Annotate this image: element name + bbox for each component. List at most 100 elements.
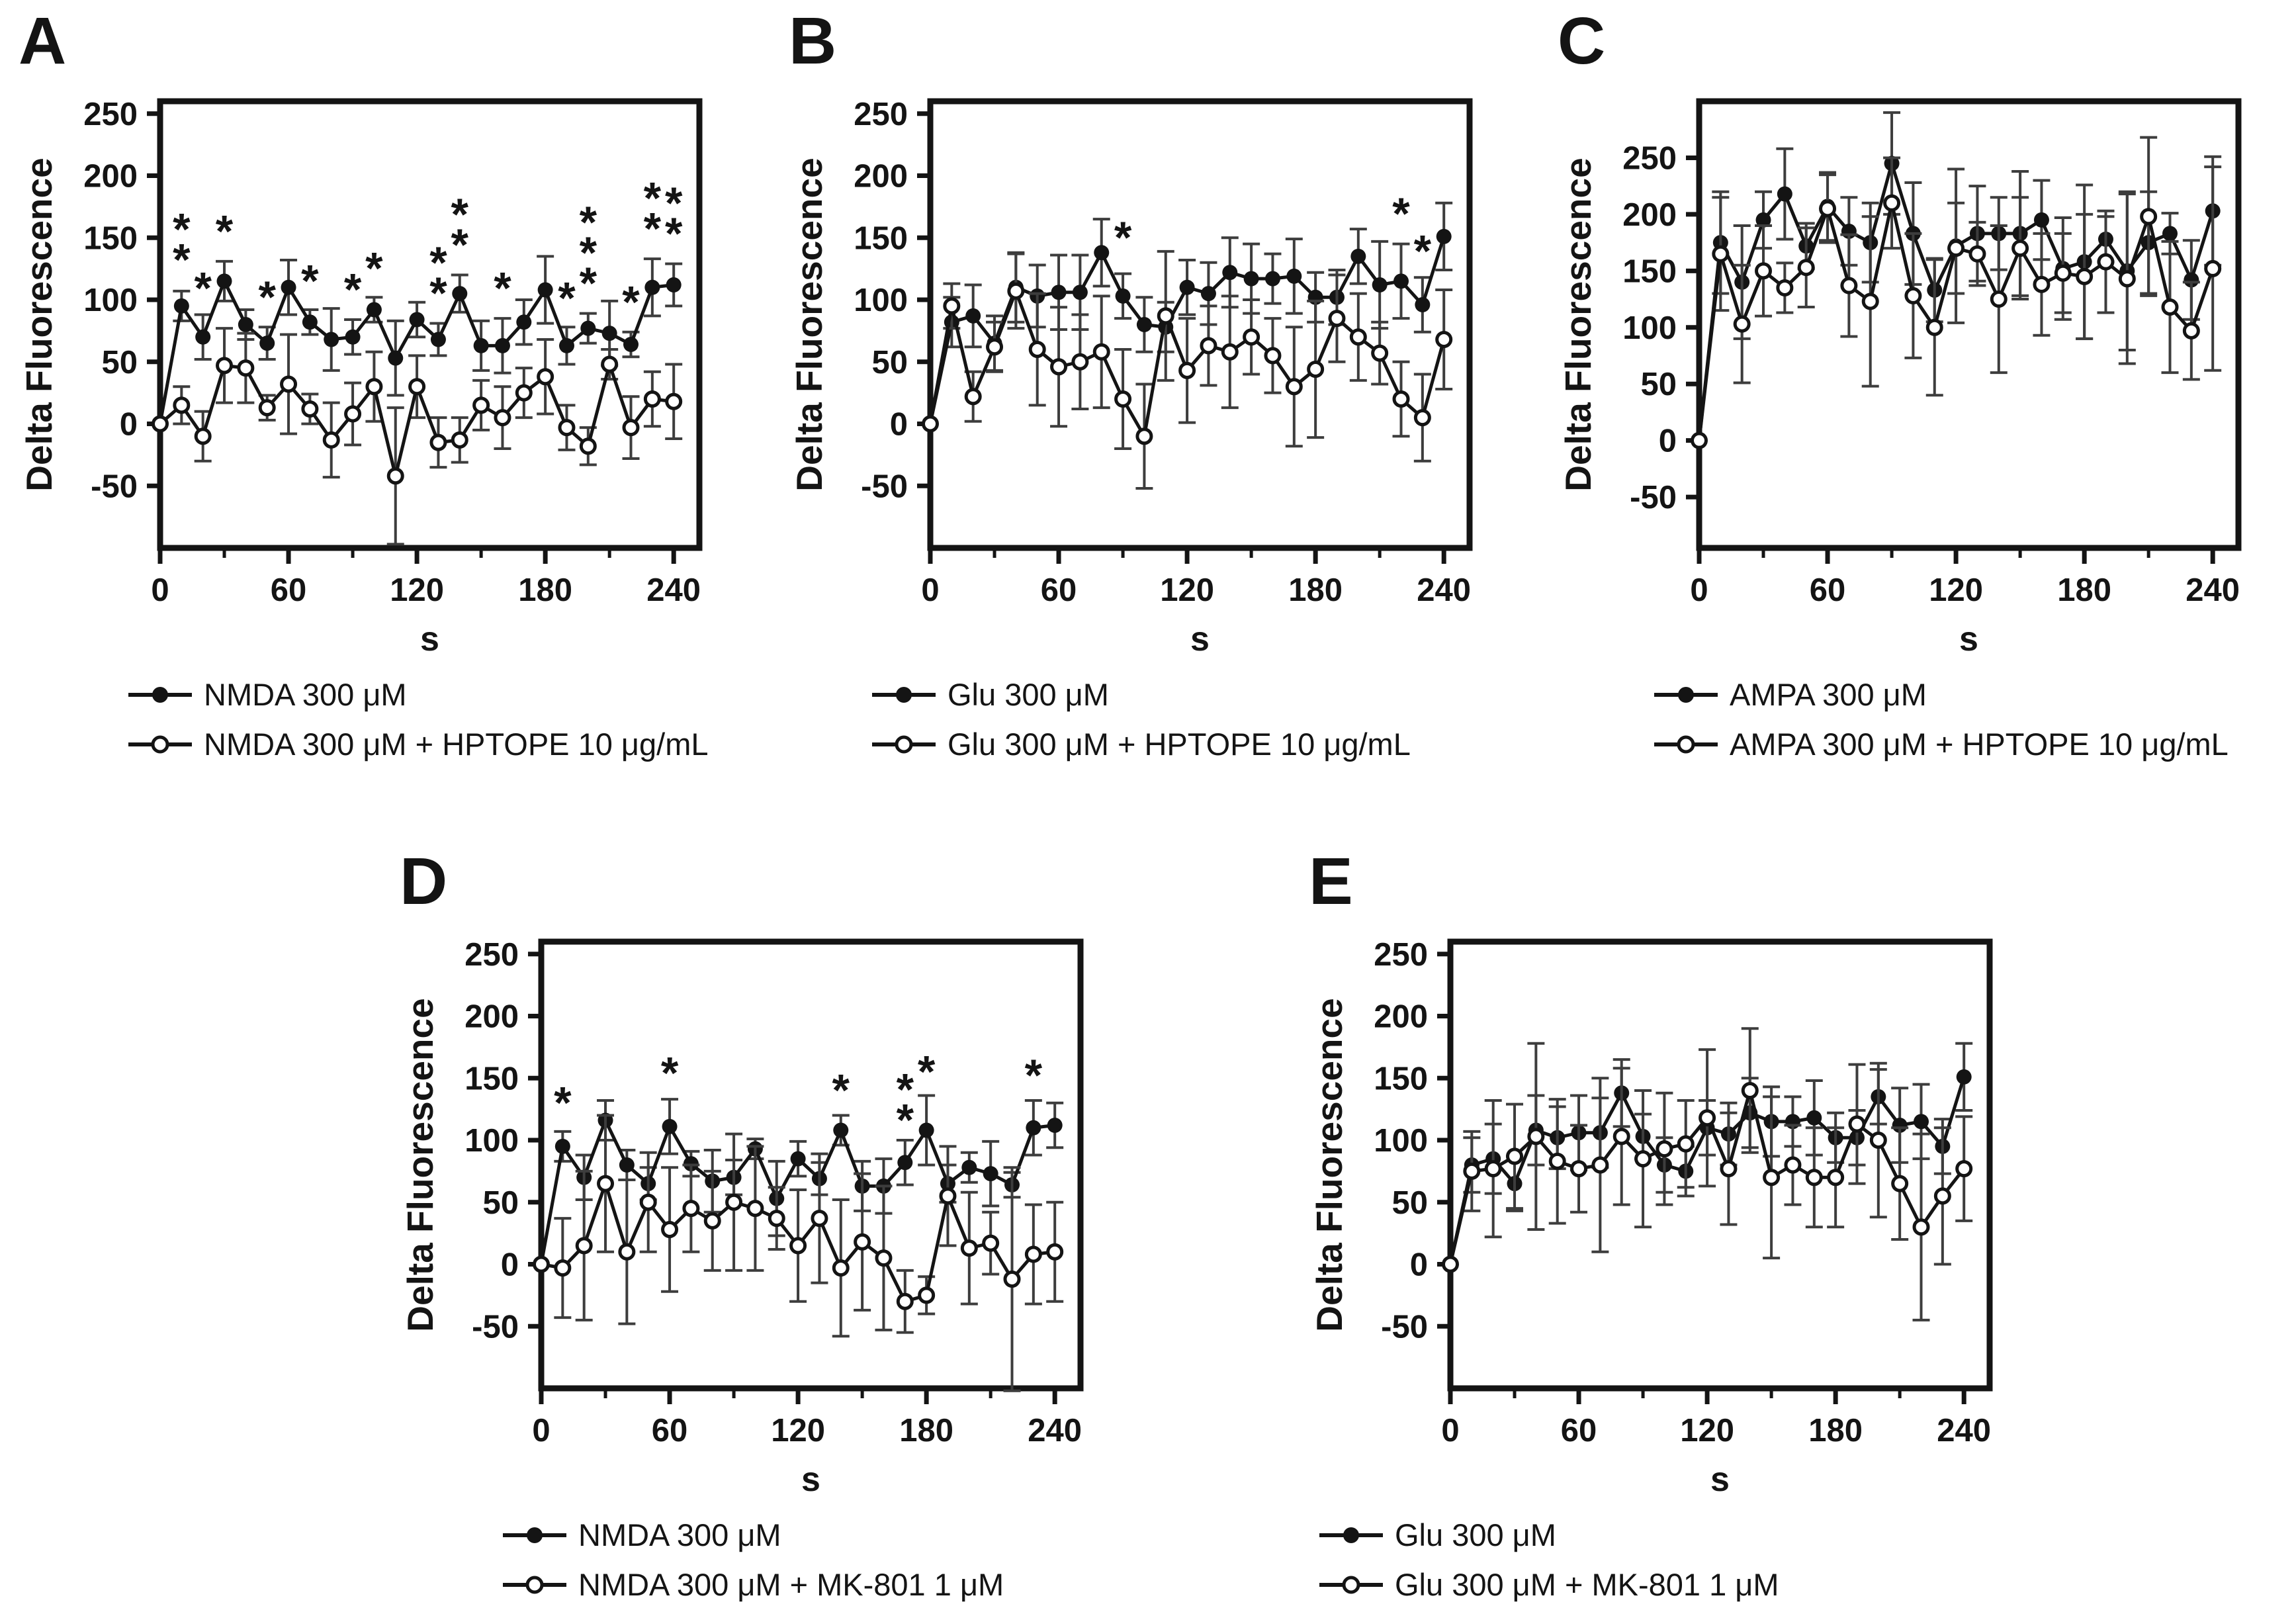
data-point-open xyxy=(1442,1255,1459,1273)
series-open xyxy=(1442,1027,1973,1321)
chart-e: 250 200 150 100 50 0 -50 0 60 120 180 240 Delta Fluo… xyxy=(1305,925,2036,1507)
data-point-open xyxy=(1527,1128,1545,1145)
data-point-open xyxy=(1656,1140,1673,1158)
svg-text:250: 250 xyxy=(83,97,138,132)
svg-text:120: 120 xyxy=(771,1413,825,1449)
data-point-open xyxy=(601,355,619,373)
data-point-filled xyxy=(1026,1120,1041,1136)
data-point-open xyxy=(2033,275,2051,293)
data-point-open xyxy=(1883,194,1901,212)
svg-text:240: 240 xyxy=(2186,572,2240,608)
data-point-open xyxy=(472,396,490,414)
svg-text:-50: -50 xyxy=(861,469,908,504)
star-icon: * xyxy=(580,197,597,247)
svg-text:60: 60 xyxy=(1810,572,1846,608)
chart-svg-b: 250 200 150 100 50 0 -50 0 60 120 180 240 Delta Fluo… xyxy=(789,97,1473,658)
data-point-open xyxy=(2204,259,2222,277)
svg-text:0: 0 xyxy=(1690,572,1708,608)
data-point-open xyxy=(1264,347,1282,365)
svg-text:240: 240 xyxy=(1028,1413,1082,1449)
open-circle-marker-icon xyxy=(1654,735,1718,753)
data-point-open xyxy=(575,1237,593,1255)
svg-text:100: 100 xyxy=(464,1123,519,1159)
axes: 250 200 150 100 50 0 -50 0 60 120 180 240 xyxy=(854,97,1473,608)
data-point-open xyxy=(451,431,468,449)
data-point-open xyxy=(1484,1160,1502,1178)
svg-text:150: 150 xyxy=(1374,1061,1428,1096)
svg-text:150: 150 xyxy=(854,220,908,256)
panel-d: D 250 200 150 100 50 0 -50 0 60 120 180 240 Delta Fl… xyxy=(396,848,1133,1603)
data-point-open xyxy=(1307,361,1325,378)
svg-text:200: 200 xyxy=(1622,197,1677,233)
data-point-open xyxy=(1092,343,1110,361)
data-point-open xyxy=(1912,1218,1930,1236)
svg-text:200: 200 xyxy=(854,159,908,195)
y-axis-title: Delta Fluorescence xyxy=(400,998,441,1331)
data-point-open xyxy=(943,297,961,315)
svg-text:-50: -50 xyxy=(1630,480,1677,515)
svg-text:200: 200 xyxy=(464,999,519,1035)
legend-label: NMDA 300 μM + MK-801 1 μM xyxy=(578,1567,1004,1602)
data-point-filled xyxy=(302,314,318,330)
svg-text:0: 0 xyxy=(1441,1413,1459,1449)
data-point-open xyxy=(1570,1160,1588,1178)
star-icon: * xyxy=(1114,212,1132,263)
data-point-open xyxy=(322,431,340,449)
star-icon: * xyxy=(194,263,212,314)
data-point-filled xyxy=(259,335,275,351)
svg-text:0: 0 xyxy=(532,1413,550,1449)
star-icon: * xyxy=(429,238,447,288)
error-bars xyxy=(173,255,683,397)
legend-item: NMDA 300 μM + MK-801 1 μM xyxy=(500,1566,1133,1603)
star-icon: * xyxy=(558,273,576,324)
star-icon: * xyxy=(494,263,511,314)
data-point-open xyxy=(682,1200,700,1218)
data-point-filled xyxy=(619,1157,635,1173)
svg-text:100: 100 xyxy=(854,283,908,318)
svg-text:250: 250 xyxy=(854,97,908,132)
data-point-filled xyxy=(173,298,189,314)
star-icon: * xyxy=(1414,226,1432,276)
y-axis-title: Delta Fluorescence xyxy=(1558,157,1599,491)
svg-text:240: 240 xyxy=(646,572,701,608)
svg-text:100: 100 xyxy=(83,283,138,318)
data-point-open xyxy=(558,419,576,437)
chart-svg-e: 250 200 150 100 50 0 -50 0 60 120 180 240 Delta Fluo… xyxy=(1309,937,1993,1499)
filled-circle-marker-icon xyxy=(872,686,936,703)
svg-text:0: 0 xyxy=(1659,424,1677,459)
data-point-filled xyxy=(1094,245,1110,261)
data-point-filled xyxy=(554,1138,570,1154)
star-icon: * xyxy=(832,1065,850,1116)
panel-b-legend: Glu 300 μM Glu 300 μM + HPTOPE 10 μg/mL xyxy=(869,676,1523,762)
y-axis-title: Delta Fluorescence xyxy=(1309,998,1350,1331)
data-point-open xyxy=(386,467,404,485)
svg-text:120: 120 xyxy=(1680,1413,1734,1449)
open-circle-marker-icon xyxy=(503,1576,566,1593)
data-point-open xyxy=(1904,287,1922,304)
chart-c: 250 200 150 100 50 0 -50 0 60 120 180 240 Delta Fluo… xyxy=(1554,85,2285,667)
x-axis-title: s xyxy=(1710,1460,1730,1499)
data-point-open xyxy=(1720,1160,1738,1178)
data-point-filled xyxy=(1372,277,1388,292)
data-point-open xyxy=(1776,279,1794,296)
data-point-open xyxy=(1463,1162,1481,1180)
data-point-open xyxy=(1178,361,1196,379)
star-icon: * xyxy=(451,220,469,270)
svg-text:0: 0 xyxy=(120,407,138,443)
data-point-open xyxy=(1733,315,1751,333)
data-point-open xyxy=(1114,390,1132,408)
panel-c-legend: AMPA 300 μM AMPA 300 μM + HPTOPE 10 μg/m… xyxy=(1652,676,2291,762)
panel-d-label: D xyxy=(400,844,449,918)
svg-text:240: 240 xyxy=(1417,572,1471,608)
data-point-open xyxy=(537,368,554,386)
legend-item: Glu 300 μM xyxy=(869,676,1523,713)
data-point-filled xyxy=(1350,248,1366,264)
legend-item: Glu 300 μM xyxy=(1317,1517,2043,1553)
svg-text:120: 120 xyxy=(1160,572,1214,608)
data-point-open xyxy=(1691,431,1708,449)
svg-text:0: 0 xyxy=(501,1247,519,1283)
data-point-open xyxy=(597,1175,615,1192)
data-point-open xyxy=(1007,282,1025,300)
data-point-filled xyxy=(324,332,339,347)
